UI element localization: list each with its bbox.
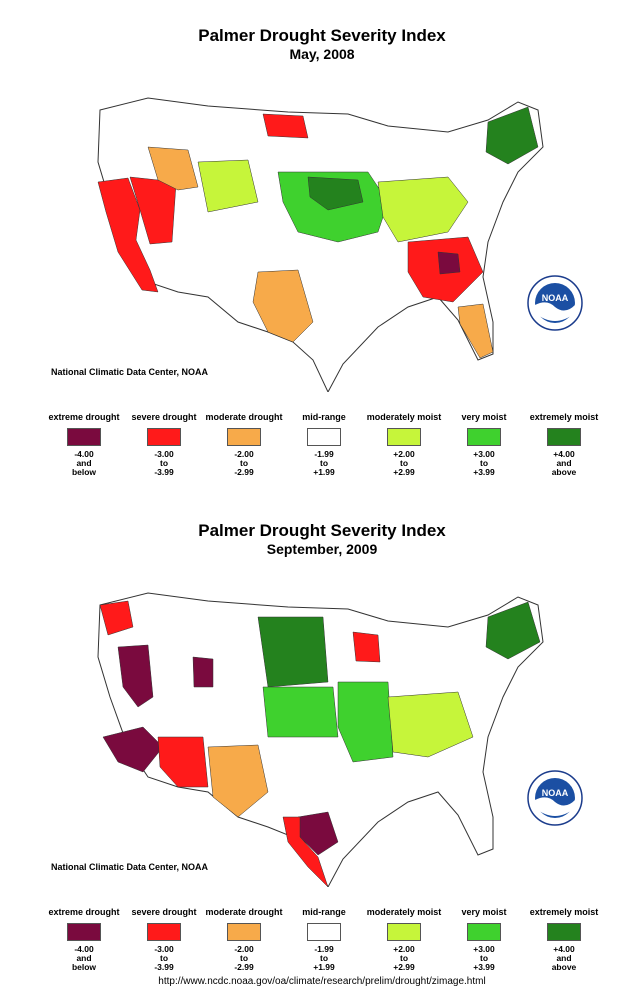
map-title: Palmer Drought Severity Index — [198, 26, 446, 45]
us-map-svg — [97, 592, 544, 887]
legend-swatch — [547, 428, 581, 446]
legend-label: mid-range — [302, 907, 346, 917]
region-extreme-drought-utah — [192, 656, 214, 688]
region-moderately-moist-ohio — [377, 176, 469, 243]
map-subtitle: May, 2008 — [289, 46, 355, 62]
legend-swatch — [227, 428, 261, 446]
region-moderate-drought-west — [147, 146, 199, 191]
legend-swatch — [387, 428, 421, 446]
region-moderately-moist-west — [197, 159, 259, 213]
legend-swatch — [547, 923, 581, 941]
legend-item-severe-drought: severe drought -3.00 to -3.99 — [124, 400, 204, 477]
region-severe-drought-wisconsin — [352, 631, 381, 663]
legend-label: severe drought — [131, 907, 197, 917]
data-credit: National Climatic Data Center, NOAA — [51, 367, 209, 377]
noaa-logo: NOAA — [527, 770, 583, 826]
legend-label: extremely moist — [529, 907, 599, 917]
region-severe-drought-north-dakota — [262, 113, 309, 139]
map-title: Palmer Drought Severity Index — [198, 521, 446, 540]
legend-item-moderate-drought: moderate drought -2.00 to -2.99 — [204, 895, 284, 972]
legend-label: very moist — [461, 907, 507, 917]
legend-label: moderate drought — [205, 907, 283, 917]
region-very-moist-mississippi-valley — [337, 681, 394, 763]
legend-swatch — [307, 923, 341, 941]
legend-item-severe-drought: severe drought -3.00 to -3.99 — [124, 895, 204, 972]
region-severe-drought-pacific-northwest — [99, 600, 134, 636]
legend-swatch — [147, 428, 181, 446]
map-subtitle: September, 2009 — [266, 541, 378, 557]
us-drought-map — [88, 587, 558, 887]
legend-swatch — [387, 923, 421, 941]
legend-label: moderate drought — [205, 412, 283, 422]
region-extremely-moist-northeast — [485, 106, 539, 165]
legend-swatch — [307, 428, 341, 446]
legend-item-moderately-moist: moderately moist +2.00 to +2.99 — [364, 895, 444, 972]
legend-item-moderate-drought: moderate drought -2.00 to -2.99 — [204, 400, 284, 477]
region-moderately-moist-ohio-valley — [387, 691, 474, 758]
region-moderate-drought-texas — [252, 269, 314, 343]
legend-swatch — [467, 923, 501, 941]
legend-item-extreme-drought: extreme drought -4.00 and below — [44, 400, 124, 477]
legend: extreme drought -4.00 and below severe dro… — [44, 400, 604, 490]
data-credit: National Climatic Data Center, NOAA — [51, 862, 209, 872]
legend-swatch — [227, 923, 261, 941]
noaa-logo-text: NOAA — [542, 788, 569, 798]
legend-item-very-moist: very moist +3.00 to +3.99 — [444, 400, 524, 477]
legend-swatch — [67, 923, 101, 941]
region-very-moist-central-plains — [262, 686, 339, 738]
region-extreme-drought-southeast-core — [437, 251, 461, 275]
legend-item-very-moist: very moist +3.00 to +3.99 — [444, 895, 524, 972]
region-moderate-drought-southwest — [207, 744, 269, 818]
legend-item-extremely-moist: extremely moist +4.00 and above — [524, 895, 604, 972]
region-moderate-drought-florida — [457, 303, 494, 359]
region-extremely-moist-northern-plains — [257, 616, 329, 688]
legend-label: extreme drought — [48, 412, 120, 422]
noaa-logo-text: NOAA — [542, 293, 569, 303]
legend-label: moderately moist — [366, 412, 442, 422]
legend-item-extremely-moist: extremely moist +4.00 and above — [524, 400, 604, 477]
drought-map-panel-september-2009: Palmer Drought Severity Index September,… — [0, 495, 644, 975]
legend-label: extreme drought — [48, 907, 120, 917]
drought-map-panel-may-2008: Palmer Drought Severity Index May, 2008 … — [44, 26, 604, 490]
legend-item-moderately-moist: moderately moist +2.00 to +2.99 — [364, 400, 444, 477]
legend-swatch — [467, 428, 501, 446]
source-url[interactable]: http://www.ncdc.noaa.gov/oa/climate/rese… — [158, 976, 486, 987]
us-drought-map — [88, 92, 558, 392]
region-severe-drought-texas — [282, 816, 329, 887]
region-extreme-drought-southern-california — [102, 726, 164, 773]
legend-label: extremely moist — [529, 412, 599, 422]
noaa-logo: NOAA — [527, 275, 583, 331]
us-map-svg — [97, 97, 544, 392]
legend-item-mid-range: mid-range -1.99 to +1.99 — [284, 400, 364, 477]
region-severe-drought-california — [97, 177, 159, 293]
legend: extreme drought -4.00 and below severe dro… — [44, 895, 604, 985]
legend-label: very moist — [461, 412, 507, 422]
legend-item-extreme-drought: extreme drought -4.00 and below — [44, 895, 124, 972]
legend-swatch — [147, 923, 181, 941]
legend-label: moderately moist — [366, 907, 442, 917]
region-extremely-moist-midwest — [307, 176, 364, 211]
legend-label: mid-range — [302, 412, 346, 422]
legend-swatch — [67, 428, 101, 446]
region-extremely-moist-northeast — [485, 601, 541, 660]
legend-label: severe drought — [131, 412, 197, 422]
region-extreme-drought-nevada — [117, 644, 154, 708]
legend-item-mid-range: mid-range -1.99 to +1.99 — [284, 895, 364, 972]
region-severe-drought-arizona — [157, 736, 209, 788]
